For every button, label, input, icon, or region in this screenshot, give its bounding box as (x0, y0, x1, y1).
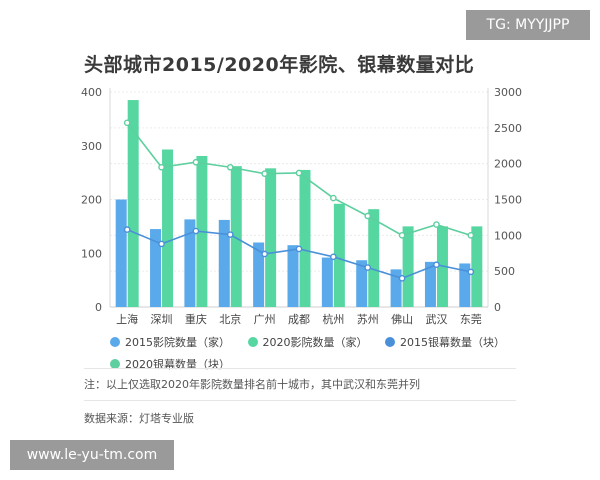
bar-cinema-2020 (368, 209, 380, 307)
watermark-bottom-left: www.le-yu-tm.com (10, 440, 174, 470)
legend-item-screen-2020: 2020银幕数量（块） (110, 356, 230, 372)
point-screen-2020 (433, 221, 440, 228)
x-tick-label: 苏州 (357, 313, 379, 326)
point-screen-2015 (330, 253, 337, 261)
x-tick-label: 上海 (116, 312, 138, 326)
bar-cinema-2020 (471, 226, 483, 307)
x-tick-label: 武汉 (425, 313, 447, 326)
point-screen-2015 (433, 261, 440, 269)
x-tick-label: 北京 (219, 312, 241, 326)
bar-cinema-2015 (424, 261, 436, 307)
right-tick-label: 1000 (494, 229, 522, 242)
legend-item-screen-2015: 2015银幕数量（块） (385, 334, 505, 350)
legend-label: 2015银幕数量（块） (400, 336, 505, 349)
bar-cinema-2020 (265, 168, 277, 307)
point-screen-2015 (364, 264, 372, 271)
divider-bottom (84, 400, 516, 401)
point-screen-2015 (261, 250, 268, 258)
x-tick-label: 佛山 (391, 313, 413, 326)
point-screen-2020 (295, 169, 303, 177)
left-tick-label: 100 (81, 247, 102, 260)
chart-title: 头部城市2015/2020年影院、银幕数量对比 (84, 54, 475, 76)
legend-item-cinema-2015: 2015影院数量（家） (110, 334, 230, 350)
legend-swatch (110, 337, 120, 347)
point-screen-2015 (123, 226, 131, 233)
data-source: 数据来源：灯塔专业版 (84, 412, 194, 425)
point-screen-2020 (467, 232, 475, 239)
divider-top (84, 368, 516, 369)
point-screen-2020 (330, 194, 337, 202)
legend-item-cinema-2020: 2020影院数量（家） (247, 334, 368, 350)
right-tick-label: 3000 (494, 86, 522, 99)
bar-cinema-2020 (127, 100, 139, 307)
legend-swatch (110, 359, 120, 369)
point-screen-2015 (398, 275, 406, 282)
left-tick-label: 200 (81, 194, 102, 207)
chart-note: 注：以上仅选取2020年影院数量排名前十城市，其中武汉和东莞并列 (84, 378, 420, 391)
bar-cinema-2015 (356, 260, 368, 307)
x-tick-label: 重庆 (185, 312, 207, 326)
legend-label: 2020银幕数量（块） (125, 358, 230, 371)
x-tick-label: 成都 (288, 313, 310, 326)
point-screen-2020 (123, 119, 131, 127)
legend-label: 2015影院数量（家） (125, 336, 230, 349)
point-screen-2020 (398, 232, 406, 239)
bar-cinema-2015 (150, 229, 162, 307)
right-tick-label: 500 (494, 265, 515, 278)
bar-cinema-2020 (333, 203, 345, 307)
legend-label: 2020影院数量（家） (262, 336, 368, 349)
bar-cinema-2015 (459, 263, 471, 307)
bar-cinema-2020 (299, 169, 311, 307)
legend-swatch (385, 337, 395, 347)
bar-cinema-2015 (253, 242, 265, 307)
point-screen-2020 (226, 163, 234, 171)
point-screen-2020 (364, 212, 372, 220)
bar-cinema-2020 (162, 149, 174, 307)
x-tick-label: 杭州 (322, 312, 344, 326)
point-screen-2020 (158, 163, 165, 171)
bar-cinema-2015 (218, 219, 230, 307)
point-screen-2015 (226, 231, 234, 238)
x-tick-label: 广州 (254, 313, 276, 326)
point-screen-2015 (192, 227, 200, 235)
x-tick-label: 深圳 (151, 313, 173, 326)
chart-legend: 2015影院数量（家） 2020影院数量（家） 2015银幕数量（块） 2020… (110, 334, 530, 378)
bar-cinema-2015 (184, 219, 196, 307)
left-tick-label: 300 (81, 140, 102, 153)
bar-cinema-2020 (402, 226, 414, 307)
legend-swatch (247, 337, 258, 347)
point-screen-2020 (192, 158, 200, 166)
bar-cinema-2015 (287, 245, 299, 307)
right-tick-label: 0 (494, 301, 501, 314)
bar-cinema-2015 (115, 199, 127, 307)
watermark-top-right: TG: MYYJJPP (466, 10, 590, 40)
bar-cinema-2015 (390, 269, 402, 307)
right-tick-label: 2500 (494, 122, 522, 135)
point-screen-2020 (261, 170, 268, 177)
bar-cinema-2015 (321, 257, 333, 307)
point-screen-2015 (467, 268, 475, 276)
line-screen-2020 (126, 122, 472, 237)
point-screen-2015 (158, 240, 165, 248)
x-tick-label: 东莞 (460, 313, 482, 326)
point-screen-2015 (295, 245, 303, 253)
right-tick-label: 2000 (494, 158, 522, 171)
left-tick-label: 0 (95, 301, 102, 314)
right-tick-label: 1500 (494, 194, 522, 207)
bar-cinema-2020 (230, 166, 242, 307)
left-tick-label: 400 (81, 86, 102, 99)
